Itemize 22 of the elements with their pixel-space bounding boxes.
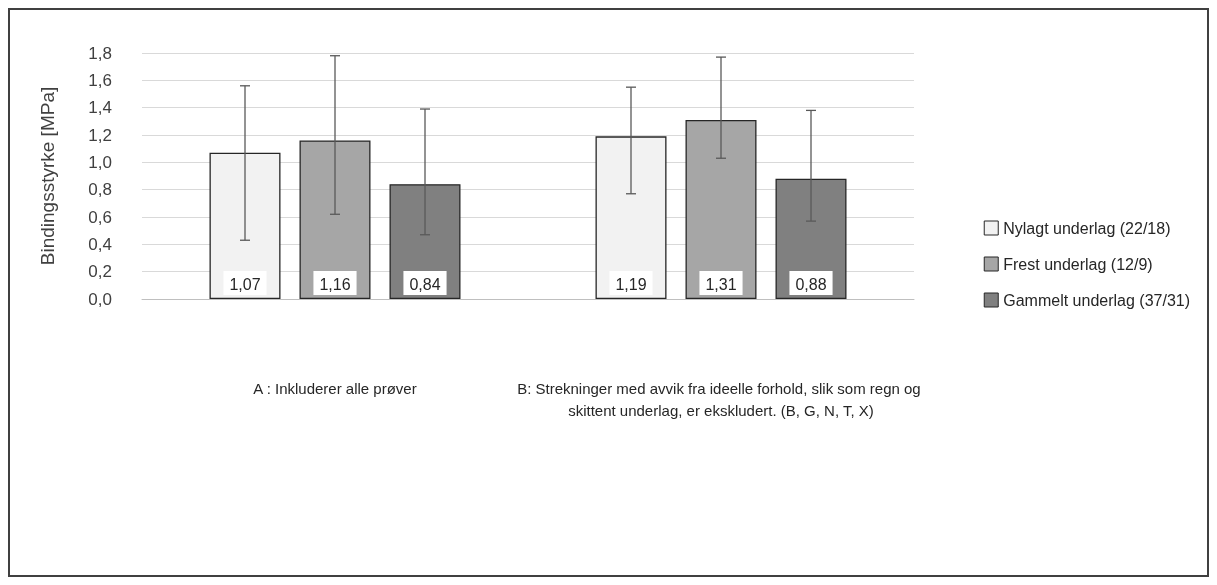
y-tick-label: 1,0	[88, 152, 112, 172]
data-label: 1,19	[615, 275, 647, 293]
data-label: 0,84	[409, 275, 441, 293]
legend-label: Gammelt underlag (37/31)	[1003, 291, 1191, 309]
y-tick-label: 0,8	[88, 180, 112, 200]
legend-label: Nylagt underlag (22/18)	[1003, 219, 1171, 237]
data-label: 1,07	[229, 275, 261, 293]
data-label: 1,16	[319, 275, 351, 293]
y-tick-label: 0,4	[88, 234, 112, 254]
y-tick-label: 0,6	[88, 207, 112, 227]
data-label: 0,88	[795, 275, 827, 293]
x-tick-label: A : Inkluderer alle prøver	[253, 379, 417, 397]
y-tick-label: 1,2	[88, 125, 112, 145]
y-tick-label: 1,8	[88, 43, 112, 63]
y-tick-label: 0,2	[88, 262, 112, 282]
y-axis-title: Bindingsstyrke [MPa]	[37, 86, 58, 266]
legend-label: Frest underlag (12/9)	[1003, 255, 1153, 273]
data-label: 1,31	[705, 275, 737, 293]
x-tick-label: B: Strekninger med avvik fra ideelle forhold, slik som regn og skittent underlag, er ekskludert. (B, G, N, T, X)	[517, 379, 925, 419]
y-tick-label: 0,0	[88, 289, 112, 309]
y-tick-label: 1,6	[88, 70, 112, 90]
y-tick-label: 1,4	[88, 98, 112, 118]
